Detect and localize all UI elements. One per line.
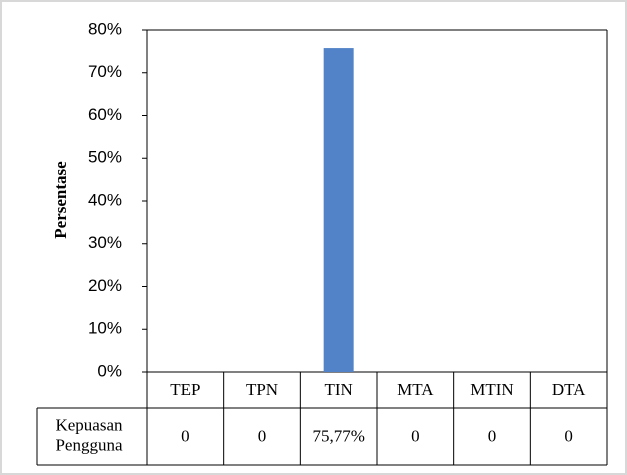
data-label: 0 [488,426,497,445]
data-label: 0 [181,426,190,445]
y-tick-label: 10% [88,319,122,338]
y-tick-label: 50% [88,148,122,167]
y-tick-label: 60% [88,105,122,124]
x-tick-label: DTA [552,380,586,399]
data-label: 0 [258,426,267,445]
y-tick-label: 80% [88,19,122,38]
y-tick-label: 70% [88,62,122,81]
y-axis-title: Persentase [51,161,70,239]
y-tick-label: 0% [97,361,122,380]
x-tick-label: MTIN [470,380,513,399]
y-tick-label: 20% [88,276,122,295]
chart: Persentase 0% 10% 20% 30% 40% 50% 60% 70% 80% Kep… [0,0,627,475]
data-label: 75,77% [312,426,364,445]
y-tick-label: 30% [88,233,122,252]
y-tick-label: 40% [88,190,122,209]
bar [324,48,354,372]
data-label: 0 [411,426,420,445]
x-tick-label: TPN [246,380,278,399]
x-tick-label: TEP [170,380,200,399]
x-tick-label: MTA [397,380,434,399]
x-tick-label: TIN [325,380,353,399]
data-label: 0 [564,426,573,445]
